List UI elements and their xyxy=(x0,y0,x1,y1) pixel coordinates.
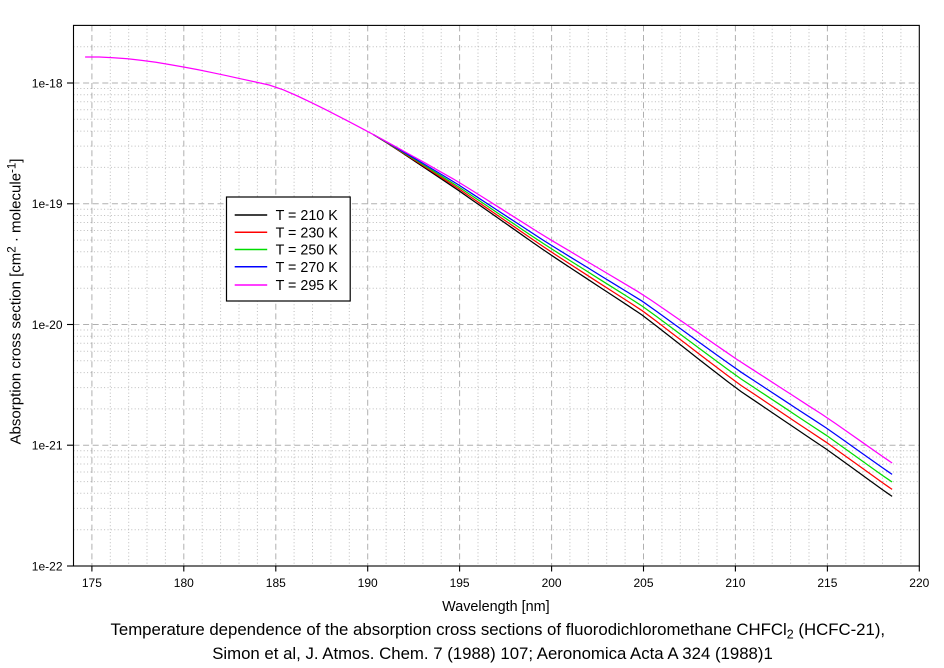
svg-text:Temperature dependence of the: Temperature dependence of the absorption… xyxy=(110,620,885,642)
svg-text:190: 190 xyxy=(358,576,378,590)
svg-text:T = 270 K: T = 270 K xyxy=(276,260,339,276)
svg-text:180: 180 xyxy=(174,576,194,590)
svg-text:175: 175 xyxy=(82,576,102,590)
svg-text:T = 230 K: T = 230 K xyxy=(276,225,339,241)
svg-text:1e-20: 1e-20 xyxy=(32,318,63,332)
svg-text:220: 220 xyxy=(909,576,929,590)
svg-text:1e-21: 1e-21 xyxy=(32,439,63,453)
svg-text:T = 210 K: T = 210 K xyxy=(276,208,339,224)
svg-text:185: 185 xyxy=(266,576,286,590)
svg-text:Simon et al, J. Atmos. Chem. 7: Simon et al, J. Atmos. Chem. 7 (1988) 10… xyxy=(212,644,773,663)
svg-text:T = 295 K: T = 295 K xyxy=(276,278,339,294)
svg-text:200: 200 xyxy=(542,576,562,590)
svg-text:195: 195 xyxy=(450,576,470,590)
svg-text:215: 215 xyxy=(817,576,837,590)
svg-text:1e-18: 1e-18 xyxy=(32,76,63,90)
svg-text:1e-22: 1e-22 xyxy=(32,559,63,573)
svg-text:210: 210 xyxy=(725,576,745,590)
svg-text:1e-19: 1e-19 xyxy=(32,197,63,211)
svg-text:T = 250 K: T = 250 K xyxy=(276,243,339,259)
svg-text:Wavelength [nm]: Wavelength [nm] xyxy=(442,599,549,615)
svg-text:Absorption cross section [cm2: Absorption cross section [cm2 · molecule… xyxy=(7,159,25,445)
svg-text:205: 205 xyxy=(633,576,653,590)
